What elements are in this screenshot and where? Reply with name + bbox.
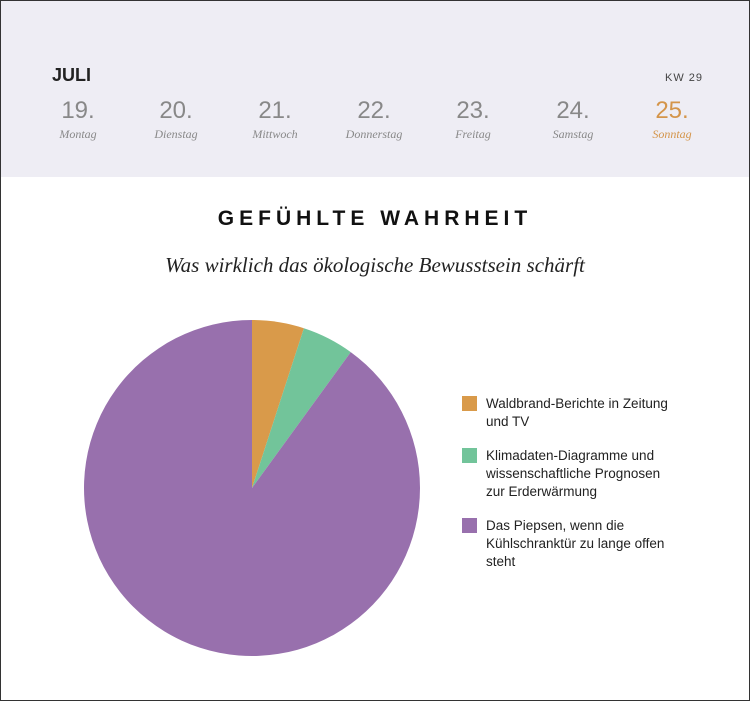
legend-label: Das Piepsen, wenn die Kühlschranktür zu … <box>486 518 665 569</box>
weekday: Sonntag <box>652 127 692 141</box>
day: 19. Montag <box>28 97 128 142</box>
day: 23. Freitag <box>423 97 523 142</box>
day-number: 24. <box>556 97 590 124</box>
chart-subtitle: Was wirklich das ökologische Bewusstsein… <box>165 253 585 277</box>
chart-title: GEFÜHLTE WAHRHEIT <box>217 207 533 230</box>
day: 25. Sonntag <box>622 97 722 142</box>
weekday: Montag <box>59 127 97 141</box>
weekday: Freitag <box>455 127 491 141</box>
legend-swatch <box>462 448 477 463</box>
legend-item: Das Piepsen, wenn die Kühlschranktür zu … <box>462 517 682 571</box>
day-number: 22. <box>357 97 391 124</box>
pie-slice <box>84 320 421 657</box>
weekday: Mittwoch <box>252 127 298 141</box>
legend: Waldbrand-Berichte in Zeitung und TV Klim… <box>462 395 682 587</box>
header: JULI KW 29 19. Montag 20. Dienstag 21. Mittwo… <box>1 1 749 177</box>
legend-item: Klimadaten-Diagramme und wissenschaftlic… <box>462 447 682 501</box>
day: 21. Mittwoch <box>225 97 325 142</box>
weekday: Samstag <box>552 127 594 141</box>
week-number: KW 29 <box>665 72 704 84</box>
day-number: 23. <box>456 97 490 124</box>
day-number: 20. <box>159 97 193 124</box>
weekday: Donnerstag <box>345 127 403 141</box>
day: 24. Samstag <box>523 97 623 142</box>
legend-item: Waldbrand-Berichte in Zeitung und TV <box>462 395 682 431</box>
pie-slice <box>252 328 351 488</box>
legend-label: Waldbrand-Berichte in Zeitung und TV <box>486 396 668 429</box>
legend-swatch <box>462 396 477 411</box>
day: 22. Donnerstag <box>324 97 424 142</box>
legend-swatch <box>462 518 477 533</box>
day: 20. Dienstag <box>126 97 226 142</box>
pie-slice <box>252 320 304 488</box>
day-number: 25. <box>655 97 689 124</box>
month: JULI <box>52 65 92 85</box>
day-number: 19. <box>61 97 95 124</box>
weekday: Dienstag <box>154 127 198 141</box>
day-number: 21. <box>258 97 292 124</box>
legend-label: Klimadaten-Diagramme und wissenschaftlic… <box>486 448 661 499</box>
